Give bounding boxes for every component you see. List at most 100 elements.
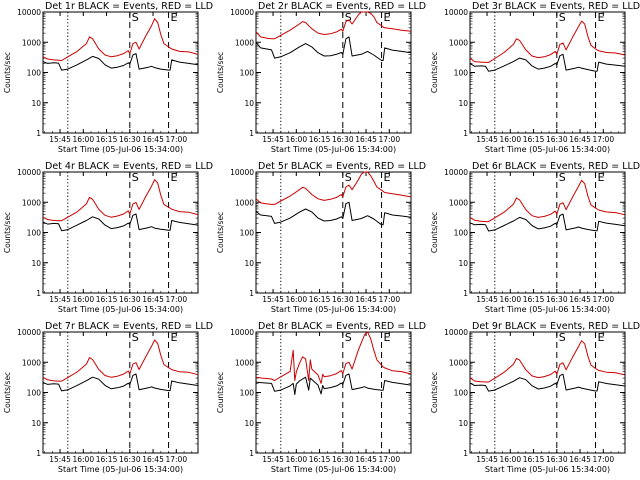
vline-marker: S [559, 171, 566, 184]
x-tick-label: 16:30 [332, 455, 354, 464]
x-tick-label: 16:00 [499, 135, 521, 144]
x-tick-label: 16:45 [569, 295, 591, 304]
x-tick-label: 15:45 [262, 295, 284, 304]
y-tick-label: 10000 [17, 168, 41, 177]
y-tick-label: 10 [244, 259, 254, 268]
x-tick-label: 16:45 [355, 455, 377, 464]
x-tick-label: 16:00 [72, 135, 94, 144]
vline-marker: E [598, 171, 605, 184]
y-axis-label: Counts/sec [216, 372, 225, 413]
vline-marker: E [598, 11, 605, 24]
vline-marker: E [384, 11, 391, 24]
vline-marker: S [559, 331, 566, 344]
y-tick-label: 10000 [444, 168, 468, 177]
y-axis-label: Counts/sec [3, 52, 12, 93]
vline-marker: S [345, 171, 352, 184]
series-lld [469, 20, 626, 63]
x-tick-label: 16:45 [142, 295, 164, 304]
panel-title: Det 8r BLACK = Events, RED = LLD [258, 321, 426, 332]
y-tick-label: 1000 [235, 198, 254, 207]
panel-title: Det 5r BLACK = Events, RED = LLD [258, 161, 426, 172]
y-tick-label: 1000 [449, 198, 468, 207]
x-tick-label: 16:30 [119, 135, 141, 144]
x-tick-label: 16:15 [523, 295, 545, 304]
plot-frame [42, 11, 199, 134]
y-tick-label: 10 [31, 259, 41, 268]
panel-title: Det 6r BLACK = Events, RED = LLD [472, 161, 640, 172]
series-lld [255, 331, 412, 384]
panel-title: Det 9r BLACK = Events, RED = LLD [472, 321, 640, 332]
series-events [255, 36, 412, 61]
y-tick-label: 10 [458, 99, 468, 108]
x-tick-label: 16:00 [285, 135, 307, 144]
detector-panel-5: Det 5r BLACK = Events, RED = LLD 1 10 100 10… [216, 161, 426, 314]
y-tick-label: 10000 [230, 168, 254, 177]
x-tick-label: 15:45 [476, 295, 498, 304]
panel-title: Det 3r BLACK = Events, RED = LLD [472, 1, 640, 12]
detector-panel-9: Det 9r BLACK = Events, RED = LLD 1 10 100 10… [430, 321, 640, 474]
y-tick-label: 10 [244, 419, 254, 428]
series-events [255, 373, 412, 396]
detector-panel-8: Det 8r BLACK = Events, RED = LLD 1 10 100 10… [216, 321, 426, 474]
x-tick-label: 16:15 [96, 135, 118, 144]
vline-marker: S [559, 11, 566, 24]
x-tick-label: 16:15 [309, 135, 331, 144]
y-tick-label: 1 [249, 289, 254, 298]
plot-frame [469, 171, 626, 294]
y-tick-label: 100 [27, 389, 42, 398]
x-tick-label: 16:15 [309, 295, 331, 304]
y-axis-label: Counts/sec [216, 52, 225, 93]
series-events [469, 213, 626, 232]
series-events [469, 373, 626, 392]
vline-marker: S [132, 171, 139, 184]
x-tick-label: 16:30 [332, 295, 354, 304]
x-axis-label: Start Time (05-Jul-06 15:34:00) [58, 145, 183, 154]
x-tick-label: 17:00 [378, 455, 400, 464]
y-tick-label: 1000 [22, 38, 41, 47]
x-axis-label: Start Time (05-Jul-06 15:34:00) [271, 145, 396, 154]
series-events [469, 53, 626, 72]
detector-panel-1: Det 1r BLACK = Events, RED = LLD 1 10 100 10… [3, 1, 213, 154]
y-axis-label: Counts/sec [430, 372, 439, 413]
y-tick-label: 100 [240, 389, 255, 398]
y-tick-label: 10 [244, 99, 254, 108]
x-axis-label: Start Time (05-Jul-06 15:34:00) [485, 305, 610, 314]
vline-marker: E [384, 171, 391, 184]
plot-frame [469, 331, 626, 454]
x-tick-label: 15:45 [476, 135, 498, 144]
y-tick-label: 10000 [230, 328, 254, 337]
vline-marker: E [598, 331, 605, 344]
panel-title: Det 7r BLACK = Events, RED = LLD [45, 321, 213, 332]
y-tick-label: 100 [454, 389, 469, 398]
x-tick-label: 16:00 [499, 295, 521, 304]
x-tick-label: 16:15 [96, 455, 118, 464]
x-tick-label: 16:30 [546, 455, 568, 464]
x-tick-label: 17:00 [592, 135, 614, 144]
y-tick-label: 10 [458, 419, 468, 428]
x-tick-label: 16:00 [72, 455, 94, 464]
vline-marker: S [132, 11, 139, 24]
plot-frame [255, 331, 412, 454]
panel-title: Det 2r BLACK = Events, RED = LLD [258, 1, 426, 12]
y-tick-label: 10 [31, 99, 41, 108]
x-tick-label: 16:15 [523, 135, 545, 144]
x-axis-label: Start Time (05-Jul-06 15:34:00) [485, 145, 610, 154]
x-axis-label: Start Time (05-Jul-06 15:34:00) [58, 465, 183, 474]
plot-frame [42, 331, 199, 454]
y-tick-label: 1 [36, 129, 41, 138]
y-tick-label: 1 [36, 449, 41, 458]
y-tick-label: 1000 [22, 198, 41, 207]
plot-frame [42, 171, 199, 294]
x-tick-label: 16:30 [332, 135, 354, 144]
y-axis-label: Counts/sec [430, 52, 439, 93]
x-tick-label: 17:00 [592, 295, 614, 304]
x-tick-label: 16:45 [569, 135, 591, 144]
x-axis-label: Start Time (05-Jul-06 15:34:00) [58, 305, 183, 314]
plot-frame [255, 11, 412, 134]
y-tick-label: 1 [249, 449, 254, 458]
x-tick-label: 17:00 [378, 295, 400, 304]
vline-marker: S [345, 11, 352, 24]
plot-frame [469, 11, 626, 134]
x-tick-label: 16:15 [309, 455, 331, 464]
